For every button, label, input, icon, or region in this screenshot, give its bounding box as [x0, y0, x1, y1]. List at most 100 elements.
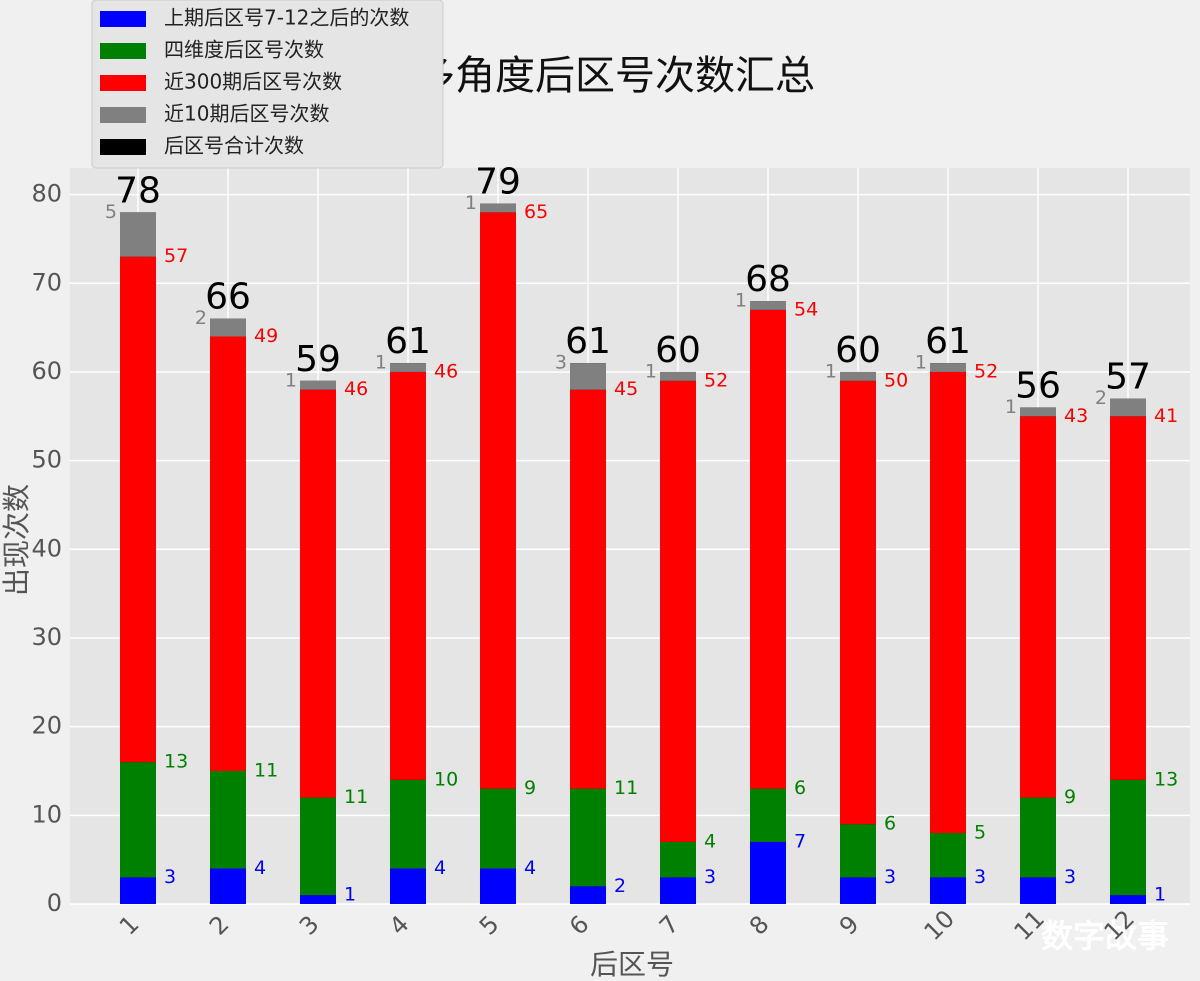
- bar-segment: [570, 886, 606, 904]
- data-label: 43: [1064, 405, 1088, 427]
- total-label: 60: [835, 330, 881, 371]
- total-label: 66: [205, 277, 251, 318]
- legend-label: 四维度后区号次数: [164, 38, 324, 62]
- x-tick-label: 1: [114, 910, 145, 941]
- bar-segment: [390, 779, 426, 869]
- data-label: 1: [344, 884, 356, 906]
- total-label: 79: [475, 161, 521, 202]
- legend-box: [91, 0, 444, 169]
- data-label: 3: [884, 866, 896, 888]
- legend-label: 近300期后区号次数: [164, 70, 342, 94]
- total-label: 60: [655, 330, 701, 371]
- data-label: 6: [794, 777, 806, 799]
- data-label: 1: [735, 290, 747, 312]
- x-tick-label: 10: [919, 905, 960, 946]
- data-label: 1: [1005, 396, 1017, 418]
- legend-label: 后区号合计次数: [164, 134, 304, 158]
- legend-swatch: [100, 139, 146, 155]
- data-label: 3: [974, 866, 986, 888]
- data-label: 1: [915, 352, 927, 374]
- bar-segment: [120, 256, 156, 763]
- total-label: 56: [1015, 365, 1061, 406]
- bar-segment: [930, 833, 966, 878]
- bar-segment: [930, 371, 966, 834]
- y-tick-label: 80: [31, 180, 62, 208]
- bar-segment: [390, 363, 426, 372]
- data-label: 50: [884, 369, 908, 391]
- bar-segment: [300, 389, 336, 798]
- bar-segment: [1110, 779, 1146, 896]
- total-label: 57: [1105, 357, 1151, 398]
- legend-label: 近10期后区号次数: [164, 102, 329, 126]
- x-tick-label: 5: [474, 910, 505, 941]
- bar-segment: [210, 318, 246, 337]
- data-label: 3: [555, 352, 567, 374]
- x-tick-label: 4: [384, 910, 415, 941]
- data-label: 11: [344, 786, 368, 808]
- data-label: 4: [524, 857, 536, 879]
- total-label: 59: [295, 339, 341, 380]
- data-label: 13: [1154, 768, 1178, 790]
- y-axis-label: 出现次数: [0, 484, 33, 596]
- y-tick-label: 10: [31, 800, 62, 828]
- bar-segment: [480, 868, 516, 904]
- data-label: 5: [974, 822, 986, 844]
- bar-segment: [120, 212, 156, 257]
- bar-segment: [570, 389, 606, 789]
- data-label: 49: [254, 325, 278, 347]
- total-label: 61: [565, 321, 611, 362]
- data-label: 46: [434, 360, 458, 382]
- data-label: 1: [375, 352, 387, 374]
- y-tick-label: 50: [31, 446, 62, 474]
- bar-segment: [570, 363, 606, 390]
- data-label: 4: [254, 857, 266, 879]
- x-tick-label: 6: [564, 910, 595, 941]
- bar-segment: [300, 797, 336, 896]
- bar-segment: [210, 770, 246, 869]
- chart-title: 多角度后区号次数汇总: [415, 53, 815, 99]
- bar-segment: [390, 371, 426, 780]
- data-label: 41: [1154, 405, 1178, 427]
- data-label: 54: [794, 298, 818, 320]
- data-label: 52: [704, 369, 728, 391]
- y-tick-label: 70: [31, 268, 62, 296]
- data-label: 5: [105, 201, 117, 223]
- bar-segment: [480, 788, 516, 869]
- bar-segment: [840, 371, 876, 381]
- bar-segment: [1020, 407, 1056, 417]
- bar-segment: [660, 841, 696, 878]
- data-label: 13: [164, 751, 188, 773]
- total-label: 61: [925, 321, 971, 362]
- x-tick-label: 2: [204, 910, 235, 941]
- data-label: 1: [465, 192, 477, 214]
- x-tick-label: 7: [654, 910, 685, 941]
- bar-segment: [480, 203, 516, 213]
- data-label: 11: [614, 777, 638, 799]
- bar-segment: [210, 868, 246, 904]
- bar-segment: [840, 824, 876, 878]
- bar-segment: [660, 380, 696, 842]
- data-label: 3: [704, 866, 716, 888]
- data-label: 65: [524, 201, 548, 223]
- bar-segment: [390, 868, 426, 904]
- bar-segment: [660, 877, 696, 904]
- legend-swatch: [100, 11, 146, 27]
- bar-segment: [570, 788, 606, 887]
- bar-segment: [1110, 416, 1146, 780]
- bar-segment: [210, 336, 246, 771]
- watermark: 数字故事: [1041, 917, 1169, 955]
- bar-segment: [750, 301, 786, 310]
- legend-swatch: [100, 107, 146, 123]
- bar-segment: [840, 380, 876, 825]
- y-tick-label: 20: [31, 712, 62, 740]
- legend-label: 上期后区号7-12之后的次数: [164, 6, 409, 30]
- data-label: 11: [254, 759, 278, 781]
- total-label: 68: [745, 259, 791, 300]
- y-tick-label: 0: [47, 889, 62, 917]
- data-label: 10: [434, 768, 458, 790]
- data-label: 4: [704, 830, 716, 852]
- data-label: 1: [645, 360, 657, 382]
- bar-segment: [300, 895, 336, 904]
- bar-segment: [750, 309, 786, 789]
